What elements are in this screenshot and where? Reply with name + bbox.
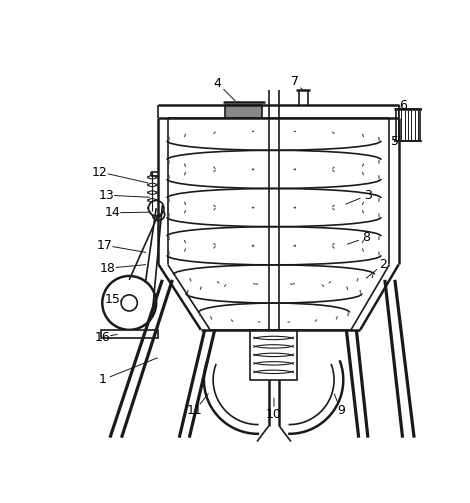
Circle shape <box>156 212 161 217</box>
Text: 11: 11 <box>187 404 203 417</box>
Text: 10: 10 <box>266 408 282 421</box>
Text: 8: 8 <box>362 231 370 244</box>
Text: 5: 5 <box>391 135 399 148</box>
Bar <box>226 105 262 118</box>
Text: 2: 2 <box>379 258 387 271</box>
Bar <box>250 330 297 380</box>
Text: 6: 6 <box>399 99 407 112</box>
Bar <box>396 109 420 141</box>
Circle shape <box>102 276 156 330</box>
Text: 1: 1 <box>98 373 106 386</box>
Text: 4: 4 <box>214 77 222 90</box>
Text: 16: 16 <box>94 331 110 344</box>
Circle shape <box>149 201 164 216</box>
Text: 13: 13 <box>98 189 114 202</box>
Text: 18: 18 <box>100 262 116 275</box>
Text: 3: 3 <box>364 189 372 202</box>
Text: 14: 14 <box>104 206 120 219</box>
Bar <box>101 330 158 338</box>
Circle shape <box>152 208 164 220</box>
Text: 7: 7 <box>291 75 299 89</box>
Text: 17: 17 <box>97 238 112 252</box>
Text: 12: 12 <box>92 165 108 179</box>
Text: 9: 9 <box>337 404 345 417</box>
Text: 15: 15 <box>104 293 120 305</box>
Circle shape <box>121 295 137 311</box>
